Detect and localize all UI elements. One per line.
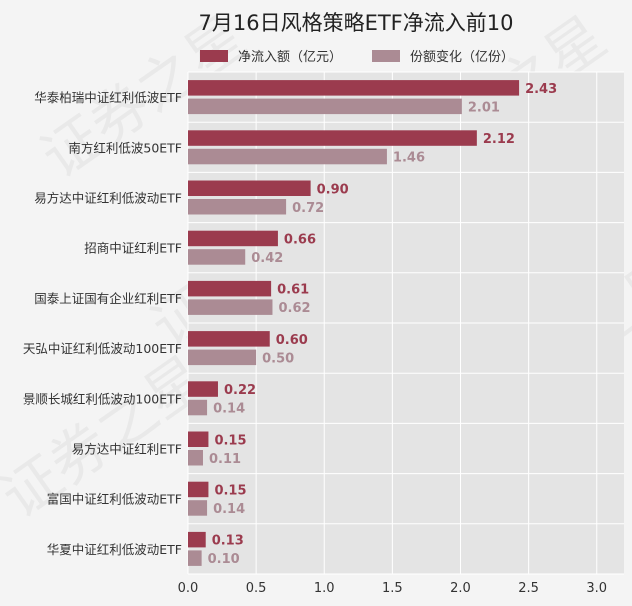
x-tick-label: 2.0 <box>450 581 471 596</box>
x-tick-label: 3.0 <box>586 581 607 596</box>
y-axis-category-labels: 华泰柏瑞中证红利低波ETF 南方红利低波50ETF 易方达中证红利低波动ETF 招商中… <box>23 90 182 557</box>
bar <box>188 280 272 297</box>
category-label: 易方达中证红利ETF <box>72 442 182 457</box>
bar-value-label: 0.22 <box>224 383 256 398</box>
bar-value-label: 0.15 <box>214 483 246 498</box>
bar-value-label: 0.72 <box>292 201 324 216</box>
bar <box>188 98 462 115</box>
bar <box>188 550 202 566</box>
bar-value-label: 0.10 <box>208 552 240 567</box>
bar-value-label: 2.43 <box>525 82 557 97</box>
bar <box>188 230 278 247</box>
bar-value-label: 0.62 <box>278 301 310 316</box>
bar <box>188 500 208 516</box>
category-label: 天弘中证红利低波动100ETF <box>23 341 182 356</box>
category-label: 国泰上证国有企业红利ETF <box>34 291 182 306</box>
bar-value-label: 0.60 <box>276 333 308 348</box>
bar-value-label: 2.12 <box>483 132 515 147</box>
x-axis-tick-labels: 0.0 0.5 1.0 1.5 2.0 2.5 3.0 <box>178 581 607 596</box>
bar <box>188 180 311 196</box>
legend-label: 净流入额（亿元） <box>238 50 342 65</box>
bar <box>188 349 257 366</box>
bar <box>188 331 270 347</box>
category-label: 华夏中证红利低波动ETF <box>47 542 182 557</box>
bar <box>188 80 520 96</box>
x-tick-label: 2.5 <box>518 581 539 596</box>
x-tick-label: 0.0 <box>178 581 199 596</box>
bar <box>188 450 203 466</box>
bar-value-label: 0.13 <box>212 534 244 549</box>
category-label: 南方红利低波50ETF <box>68 140 182 155</box>
bar <box>188 130 477 146</box>
bar-value-label: 0.61 <box>277 283 309 298</box>
x-tick-label: 1.5 <box>382 581 403 596</box>
bar <box>188 148 387 165</box>
bar <box>188 249 246 265</box>
bar-value-label: 0.90 <box>317 182 349 197</box>
bar-value-label: 0.15 <box>214 433 246 448</box>
bar-value-label: 1.46 <box>393 151 425 166</box>
x-tick-label: 0.5 <box>246 581 267 596</box>
bar-value-label: 2.01 <box>468 100 500 115</box>
bar-value-label: 0.50 <box>262 351 294 366</box>
bar <box>188 299 273 315</box>
bar <box>188 381 218 397</box>
category-label: 易方达中证红利低波动ETF <box>34 191 182 206</box>
legend-label: 份额变化（亿份） <box>410 49 514 65</box>
bar <box>188 431 209 447</box>
legend-swatch <box>200 50 228 62</box>
category-label: 富国中证红利低波动ETF <box>47 492 182 507</box>
chart-title: 7月16日风格策略ETF净流入前10 <box>199 11 514 35</box>
category-label: 招商中证红利ETF <box>84 241 182 256</box>
bar <box>188 399 208 416</box>
bar-value-label: 0.42 <box>251 251 283 266</box>
x-tick-label: 1.0 <box>314 581 335 596</box>
category-label: 景顺长城红利低波动100ETF <box>23 391 182 406</box>
legend: 净流入额（亿元） 份额变化（亿份） <box>200 49 514 65</box>
bar-value-label: 0.11 <box>209 452 241 467</box>
bar <box>188 531 206 548</box>
bar-value-label: 0.14 <box>213 402 245 417</box>
bar <box>188 199 287 215</box>
bar <box>188 481 209 498</box>
legend-swatch <box>372 50 400 62</box>
bar-value-label: 0.14 <box>213 502 245 517</box>
bars: 2.43 2.01 2.12 1.46 0.90 0.72 0.660.42 0.61 0.62… <box>188 80 557 567</box>
category-label: 华泰柏瑞中证红利低波ETF <box>34 90 182 105</box>
bar-value-label: 0.66 <box>284 232 316 247</box>
